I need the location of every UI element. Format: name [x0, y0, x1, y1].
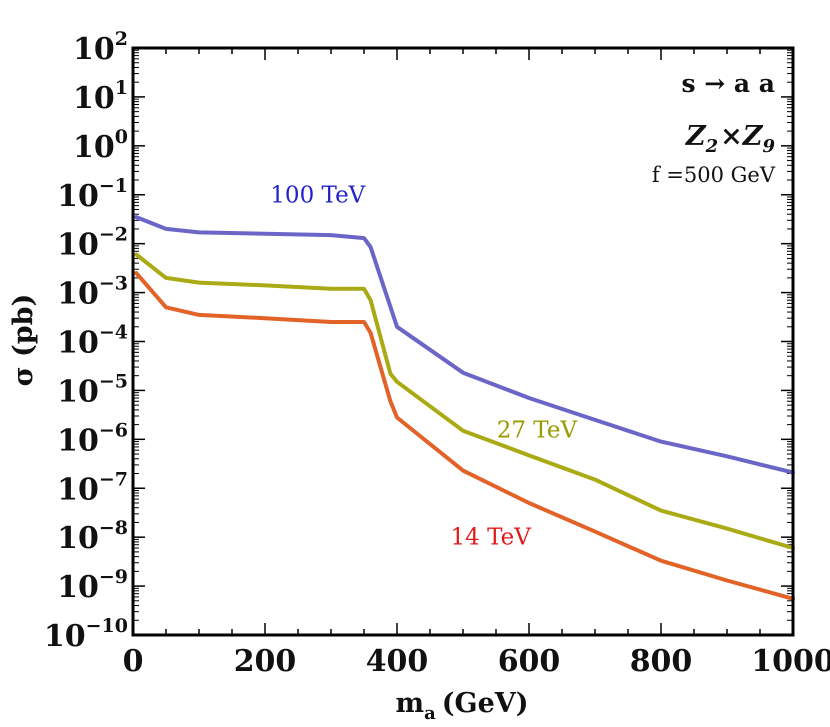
y-tick-label: 102 — [73, 28, 128, 67]
symmetry-times: × — [720, 121, 743, 152]
x-axis-title-main: m — [396, 688, 425, 719]
series-line-14-tev — [134, 271, 795, 601]
y-tick-base: 10 — [73, 32, 115, 67]
series-label-27-tev: 27 TeV — [497, 417, 578, 443]
series-layer — [134, 215, 795, 601]
y-tick-exponent: −8 — [99, 517, 128, 539]
symmetry-z2-sub: 2 — [705, 136, 719, 157]
y-tick-base: 10 — [57, 179, 99, 214]
y-tick-base: 10 — [44, 619, 86, 654]
y-tick-label: 10−6 — [57, 419, 128, 458]
y-tick-label: 100 — [73, 126, 128, 165]
x-tick-label: 600 — [498, 644, 561, 679]
y-tick-exponent: −4 — [99, 322, 128, 344]
series-line-27-tev — [134, 252, 795, 550]
symmetry-z9-letter: Z — [742, 121, 764, 152]
y-tick-exponent: 0 — [115, 126, 128, 148]
y-tick-base: 10 — [57, 472, 99, 507]
y-tick-exponent: −2 — [99, 224, 128, 246]
param-annotation: f =500 GeV — [652, 163, 776, 187]
process-annotation: s → a a — [681, 69, 775, 98]
series-line-100-tev — [134, 215, 795, 475]
y-tick-base: 10 — [57, 374, 99, 409]
x-axis-title-sub: a — [424, 703, 436, 724]
labels-layer: 0 200 400 600 800 100010210110010−110−210−310… — [44, 28, 830, 679]
y-tick-base: 10 — [57, 326, 99, 361]
y-axis-title: σ (pb) — [8, 294, 39, 387]
y-tick-base: 10 — [57, 570, 99, 605]
y-tick-exponent: −3 — [99, 273, 128, 295]
series-label-100-tev: 100 TeV — [270, 182, 365, 208]
x-axis-title-unit: (GeV) — [442, 688, 529, 719]
y-tick-exponent: −9 — [99, 566, 128, 588]
y-tick-exponent: −7 — [99, 468, 128, 490]
y-tick-label: 10−9 — [57, 566, 128, 605]
y-tick-base: 10 — [57, 277, 99, 312]
plot-frame — [131, 46, 795, 637]
y-tick-exponent: −5 — [99, 370, 128, 392]
y-tick-label: 10−7 — [57, 468, 128, 507]
y-tick-label: 10−10 — [44, 615, 128, 654]
series-label-14-tev: 14 TeV — [451, 525, 532, 551]
y-tick-base: 10 — [57, 228, 99, 263]
y-tick-exponent: −1 — [99, 175, 128, 197]
y-tick-label: 10−8 — [57, 517, 128, 556]
y-tick-label: 10−2 — [57, 224, 128, 263]
x-tick-label: 400 — [366, 644, 429, 679]
y-tick-exponent: −10 — [86, 615, 128, 637]
y-tick-label: 10−3 — [57, 273, 128, 312]
x-tick-label: 200 — [234, 644, 297, 679]
y-tick-label: 10−4 — [57, 322, 128, 361]
y-tick-base: 10 — [57, 423, 99, 458]
y-tick-exponent: 1 — [115, 77, 128, 99]
y-tick-base: 10 — [57, 521, 99, 556]
symmetry-z9-sub: 9 — [762, 136, 775, 157]
x-tick-label: 0 — [123, 644, 144, 679]
symmetry-z2-letter: Z — [685, 121, 707, 152]
y-tick-base: 10 — [73, 130, 115, 165]
y-tick-label: 101 — [73, 77, 128, 116]
y-tick-label: 10−5 — [57, 370, 128, 409]
y-tick-base: 10 — [73, 81, 115, 116]
y-tick-exponent: −6 — [99, 419, 128, 441]
symmetry-annotation: Z2×Z9 — [685, 121, 776, 157]
y-tick-exponent: 2 — [115, 28, 128, 50]
x-tick-label: 800 — [630, 644, 693, 679]
x-tick-label: 1000 — [751, 644, 830, 679]
x-axis-title: ma (GeV) — [396, 688, 529, 724]
y-tick-label: 10−1 — [57, 175, 128, 214]
